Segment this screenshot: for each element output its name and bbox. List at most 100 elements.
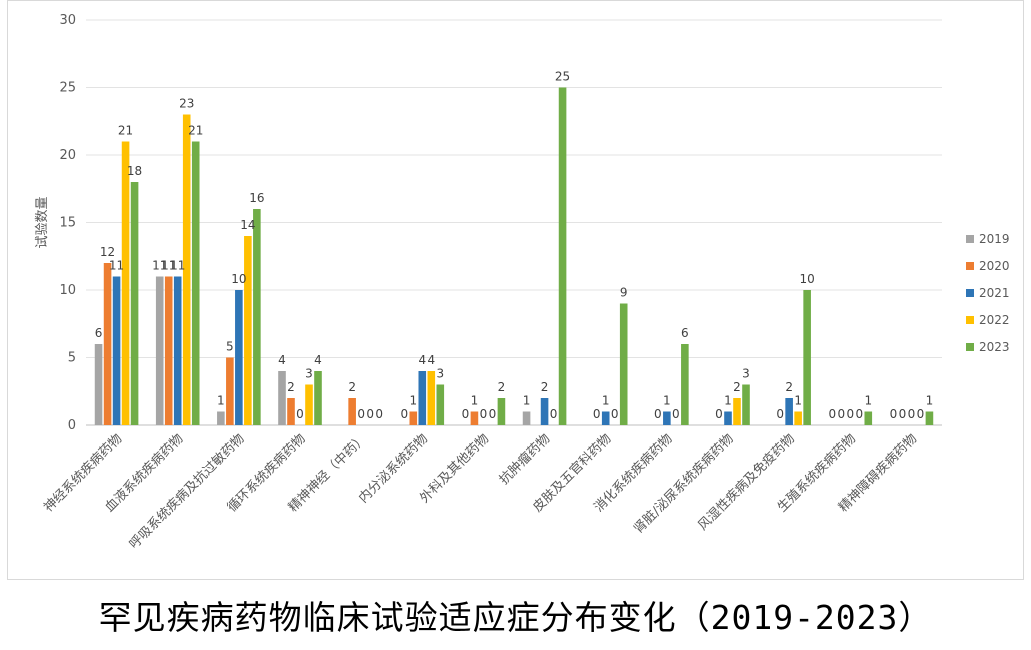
data-label: 16 [249, 191, 264, 205]
legend-label: 2022 [979, 313, 1010, 327]
chart-caption: 罕见疾病药物临床试验适应症分布变化（2019-2023） [98, 598, 933, 637]
data-label: 11 [170, 259, 185, 273]
bar [226, 357, 234, 425]
bar [409, 411, 418, 425]
bar [314, 371, 322, 425]
data-label: 0 [917, 407, 925, 421]
bar [164, 276, 173, 425]
data-label: 11 [152, 259, 167, 273]
data-label: 0 [480, 407, 488, 421]
legend-label: 2021 [979, 286, 1010, 300]
data-label: 1 [926, 394, 934, 408]
bar [803, 290, 811, 425]
data-label: 4 [427, 353, 435, 367]
bar [427, 371, 436, 425]
data-label: 1 [523, 394, 531, 408]
legend-swatch [966, 289, 974, 297]
data-label: 11 [161, 259, 176, 273]
data-label: 0 [846, 407, 854, 421]
bar [540, 398, 549, 425]
data-label: 0 [890, 407, 898, 421]
data-label: 1 [471, 394, 479, 408]
bar [182, 114, 191, 425]
data-label: 6 [681, 326, 689, 340]
bar [235, 290, 243, 425]
data-label: 0 [855, 407, 863, 421]
bar [348, 398, 356, 425]
bar [244, 236, 252, 425]
data-label: 4 [418, 353, 426, 367]
bar [497, 398, 506, 425]
data-label: 6 [95, 326, 103, 340]
bar [278, 371, 286, 425]
y-tick-label: 15 [59, 216, 76, 231]
data-label: 0 [908, 407, 916, 421]
bars [94, 87, 934, 425]
bar [724, 411, 732, 425]
y-tick-label: 20 [59, 148, 76, 163]
bar [305, 384, 313, 425]
data-label: 9 [620, 286, 628, 300]
data-label: 0 [489, 407, 497, 421]
legend-label: 2023 [979, 340, 1010, 354]
data-label: 25 [555, 70, 570, 84]
data-label: 0 [611, 407, 619, 421]
data-label: 18 [127, 164, 142, 178]
data-label: 1 [794, 394, 802, 408]
data-label: 3 [742, 367, 750, 381]
y-tick-label: 25 [59, 81, 76, 96]
data-label: 0 [357, 407, 365, 421]
chart-area: 6 12 11 21 18 11 11 11 23 21 1 5 10 14 16 4 2 0 3 4 2 0 0 0 0 1 4 4… [7, 0, 1024, 580]
data-label: 0 [776, 407, 784, 421]
data-label: 1 [724, 394, 732, 408]
data-label: 10 [231, 272, 246, 286]
bar [287, 398, 295, 425]
legend-label: 2020 [979, 259, 1010, 273]
data-label: 0 [654, 407, 662, 421]
bar [601, 411, 610, 425]
data-label: 2 [541, 380, 549, 394]
bar [663, 411, 671, 425]
data-label: 3 [436, 367, 444, 381]
bar [522, 411, 531, 425]
data-label: 3 [305, 367, 313, 381]
bar [121, 141, 130, 425]
legend-swatch [966, 235, 974, 243]
data-label: 2 [498, 380, 506, 394]
x-tick-label: 呼吸系统疾病及抗过敏药物 [127, 431, 248, 552]
data-label: 2 [785, 380, 793, 394]
bar [558, 87, 567, 425]
data-label: 14 [240, 218, 255, 232]
bar [130, 182, 139, 425]
bar [94, 344, 103, 425]
bar [925, 411, 934, 425]
data-label: 2 [733, 380, 741, 394]
data-label: 21 [118, 124, 133, 138]
data-label: 21 [188, 124, 203, 138]
x-tick-label: 肾脏/泌尿系统疾病药物 [631, 431, 737, 537]
data-label: 0 [899, 407, 907, 421]
data-label: 0 [837, 407, 845, 421]
data-label: 5 [226, 340, 234, 354]
data-label: 0 [366, 407, 374, 421]
bar [785, 398, 793, 425]
data-label: 0 [550, 407, 558, 421]
data-label: 1 [864, 394, 872, 408]
y-tick-label: 10 [59, 283, 76, 298]
legend-swatch [966, 262, 974, 270]
data-label: 1 [409, 394, 417, 408]
bar [103, 263, 112, 425]
bar [253, 209, 261, 425]
data-label: 11 [109, 259, 124, 273]
bar [217, 411, 225, 425]
bar [418, 371, 427, 425]
data-label: 10 [800, 272, 815, 286]
bar [742, 384, 750, 425]
y-tick-label: 5 [68, 351, 76, 366]
y-axis-title: 试验数量 [34, 196, 50, 248]
data-label: 2 [348, 380, 356, 394]
data-label: 23 [179, 97, 194, 111]
x-tick-label: 抗肿瘤药物 [496, 431, 553, 488]
